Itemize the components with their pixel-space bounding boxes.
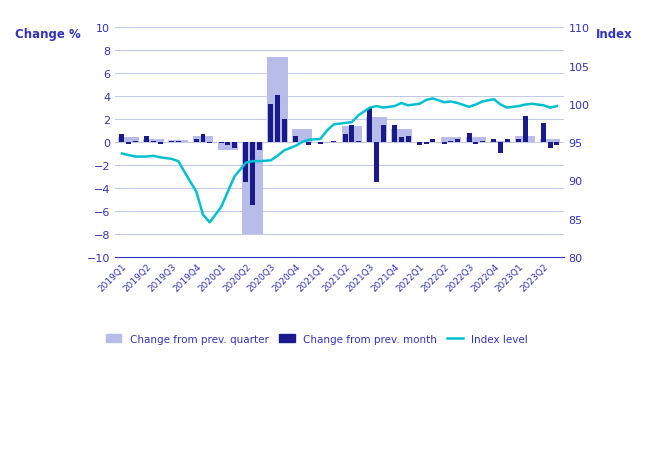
Bar — [250, 143, 255, 206]
Bar — [168, 140, 189, 143]
Bar — [275, 96, 280, 143]
Bar — [442, 143, 446, 145]
Bar — [455, 139, 460, 143]
Bar — [282, 120, 286, 143]
Bar — [392, 125, 397, 143]
Bar — [441, 138, 461, 143]
Bar — [244, 143, 248, 183]
Bar — [417, 143, 422, 146]
Bar — [424, 143, 428, 145]
Bar — [399, 138, 404, 143]
Bar — [145, 137, 149, 143]
Bar — [318, 143, 323, 145]
Bar — [292, 130, 312, 143]
Bar — [200, 135, 205, 143]
Bar — [448, 142, 454, 143]
Bar — [268, 105, 273, 143]
Bar — [473, 143, 478, 145]
Bar — [126, 143, 131, 145]
Bar — [498, 143, 503, 154]
Bar — [151, 142, 156, 143]
Bar — [430, 139, 435, 143]
Bar — [293, 137, 298, 143]
Bar — [523, 116, 528, 143]
Bar — [143, 139, 163, 143]
Bar — [317, 143, 337, 144]
Bar — [366, 118, 387, 143]
Bar — [218, 143, 238, 151]
Bar — [515, 137, 535, 143]
Bar — [343, 135, 347, 143]
Bar — [169, 142, 174, 143]
Bar — [374, 143, 379, 183]
Bar — [381, 125, 386, 143]
Y-axis label: Change %: Change % — [15, 28, 81, 41]
Bar — [257, 143, 262, 151]
Bar — [391, 130, 411, 143]
Bar — [356, 142, 361, 143]
Bar — [491, 139, 496, 143]
Bar — [505, 139, 510, 143]
Bar — [516, 139, 521, 143]
Bar — [207, 143, 212, 144]
Bar — [540, 139, 561, 143]
Bar — [406, 137, 411, 143]
Bar — [218, 143, 224, 144]
Bar — [367, 108, 373, 143]
Bar — [480, 142, 485, 143]
Bar — [465, 138, 486, 143]
Bar — [119, 138, 139, 143]
Bar — [232, 143, 237, 149]
Bar — [491, 142, 511, 143]
Y-axis label: Index: Index — [596, 28, 633, 41]
Bar — [176, 142, 181, 143]
Bar — [548, 143, 553, 149]
Bar — [226, 143, 230, 146]
Bar — [331, 142, 336, 143]
Legend: Change from prev. quarter, Change from prev. month, Index level: Change from prev. quarter, Change from p… — [102, 330, 532, 348]
Bar — [133, 142, 138, 143]
Bar — [267, 58, 288, 143]
Bar — [119, 135, 124, 143]
Bar — [554, 143, 559, 146]
Bar — [157, 143, 163, 145]
Bar — [341, 127, 362, 143]
Bar — [242, 143, 263, 234]
Bar — [307, 143, 312, 146]
Bar — [193, 137, 213, 143]
Bar — [467, 133, 472, 143]
Bar — [194, 139, 199, 143]
Bar — [349, 125, 354, 143]
Bar — [541, 123, 546, 143]
